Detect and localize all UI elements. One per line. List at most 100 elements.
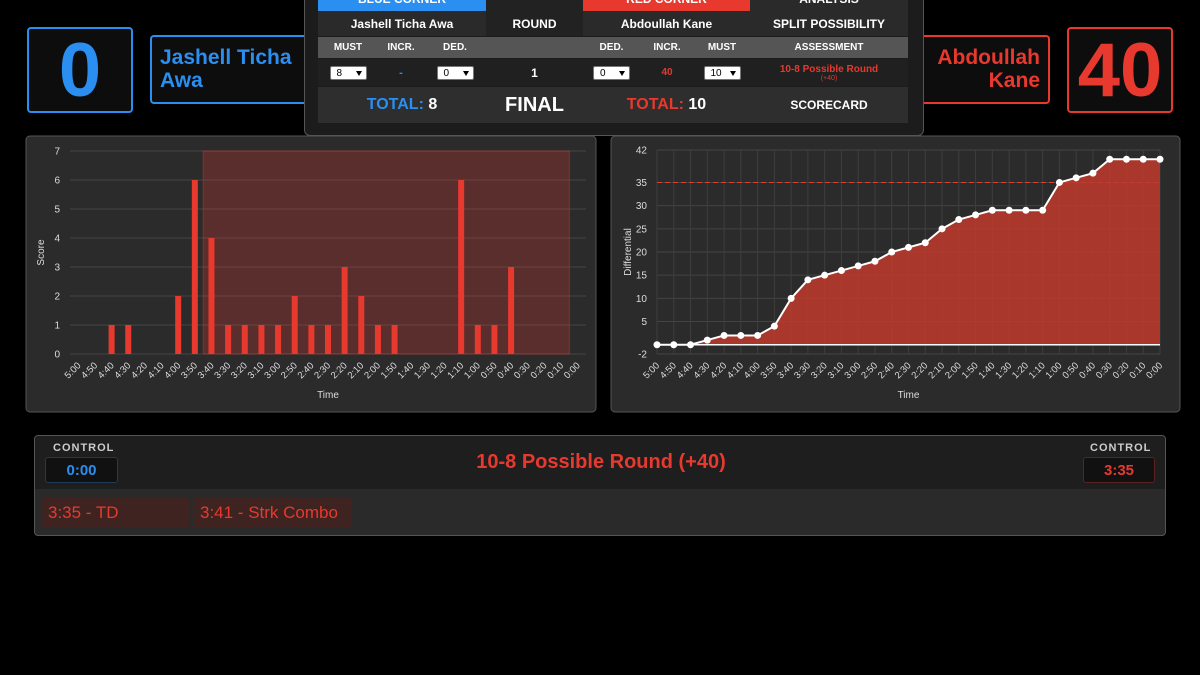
blue-score: 0: [27, 27, 133, 113]
highlight-region: [202, 150, 570, 355]
point: [1089, 169, 1097, 177]
header-cell: [486, 0, 583, 11]
bar: [374, 325, 381, 354]
column-header: MUST: [707, 42, 737, 53]
blue-name: Jashell Ticha Awa: [150, 35, 320, 104]
point: [770, 322, 778, 330]
bar: [225, 325, 232, 354]
point: [938, 225, 946, 233]
cell: 8: [318, 59, 378, 86]
point: [653, 341, 661, 349]
column-header: DED.: [599, 42, 624, 53]
assessment-text: 10-8 Possible Round: [779, 63, 879, 75]
x-axis-label: Time: [317, 390, 339, 401]
column-header: INCR.: [387, 42, 415, 53]
y-tick-label: 7: [54, 147, 60, 158]
blue-total-label: TOTAL:: [366, 96, 424, 113]
point: [1055, 178, 1063, 186]
y-tick-label: 30: [636, 201, 648, 212]
point: [737, 331, 745, 339]
blue-first-name: Jashell Ticha: [160, 46, 292, 69]
point: [1022, 206, 1030, 214]
point: [703, 336, 711, 344]
y-tick-label: 5: [54, 205, 60, 216]
split-header: SPLIT POSSIBILITY: [750, 11, 908, 36]
scorecard: BLUE CORNER RED CORNER ANALYSIS Jashell …: [304, 0, 924, 136]
blue-control-time: 0:00: [45, 457, 118, 483]
point: [1139, 155, 1147, 163]
charts: 012345675:004:504:404:304:204:104:003:50…: [25, 135, 1181, 413]
bar: [491, 325, 498, 354]
point: [854, 262, 862, 270]
red-total: TOTAL: 10: [583, 87, 750, 123]
analysis-header: ANALYSIS: [750, 0, 908, 11]
point: [955, 216, 963, 224]
bar: [191, 180, 198, 354]
red-must-select[interactable]: 10: [703, 65, 741, 80]
blue-last-name: Awa: [160, 69, 203, 92]
red-ded-select[interactable]: 0: [593, 65, 630, 80]
red-total-value: 10: [688, 96, 707, 113]
y-tick-label: 25: [636, 224, 648, 235]
point: [1156, 155, 1164, 163]
y-tick-label: 4: [54, 234, 60, 245]
column-header-row: [318, 37, 908, 58]
bar: [341, 267, 348, 354]
column-header: INCR.: [653, 42, 681, 53]
bar: [358, 296, 365, 354]
point: [821, 271, 829, 279]
bar: [175, 296, 182, 354]
chart-panel: [25, 135, 597, 413]
red-control-time: 3:35: [1083, 457, 1155, 483]
round-header: ROUND: [486, 11, 583, 36]
bar: [508, 267, 515, 354]
column-header: MUST: [333, 42, 363, 53]
point: [670, 341, 678, 349]
point: [1005, 206, 1013, 214]
column-header: ASSESSMENT: [794, 42, 864, 53]
bar: [308, 325, 315, 354]
y-axis-label: Score: [36, 239, 47, 266]
point: [754, 331, 762, 339]
y-tick-label: 3: [54, 263, 60, 274]
control-header: [35, 436, 1165, 489]
x-axis-label: Time: [898, 390, 920, 401]
red-total-label: TOTAL:: [626, 96, 684, 113]
red-fighter: Abdoullah Kane: [583, 11, 750, 36]
bar: [258, 325, 265, 354]
point: [687, 341, 695, 349]
point: [720, 331, 728, 339]
red-incr: 40: [661, 67, 673, 78]
red-corner-header: RED CORNER: [583, 0, 750, 11]
blue-must-select[interactable]: 8: [329, 65, 367, 80]
bar: [291, 296, 298, 354]
blue-fighter: Jashell Ticha Awa: [318, 11, 486, 36]
point: [1122, 155, 1130, 163]
y-axis-label: Differential: [623, 228, 634, 276]
y-tick-label: 35: [636, 178, 648, 189]
point: [972, 211, 980, 219]
blue-incr: -: [399, 66, 403, 79]
assessment: 10-8 Possible Round (+40): [750, 59, 908, 86]
point: [905, 243, 912, 251]
control-panel: CONTROL 0:00 10-8 Possible Round (+40) C…: [34, 435, 1166, 536]
final-label: FINAL: [505, 93, 564, 116]
area: [657, 159, 1160, 345]
point: [787, 294, 795, 302]
blue-ded-select[interactable]: 0: [436, 65, 474, 80]
red-control-label: CONTROL: [1090, 442, 1152, 454]
y-tick-label: 0: [54, 350, 60, 361]
red-name: Abdoullah Kane: [900, 35, 1050, 104]
y-tick-label: 20: [636, 248, 648, 259]
point: [888, 248, 896, 256]
y-tick-label: 2: [54, 292, 60, 303]
scorecard-label[interactable]: SCORECARD: [790, 98, 868, 112]
blue-total-value: 8: [428, 96, 438, 113]
bar: [458, 180, 465, 354]
round-status: 10-8 Possible Round (+40): [476, 450, 726, 473]
event: 3:41 - Strk Combo: [193, 498, 352, 527]
cell: 10: [694, 59, 750, 86]
cell: 0: [424, 59, 486, 86]
point: [1106, 155, 1114, 163]
